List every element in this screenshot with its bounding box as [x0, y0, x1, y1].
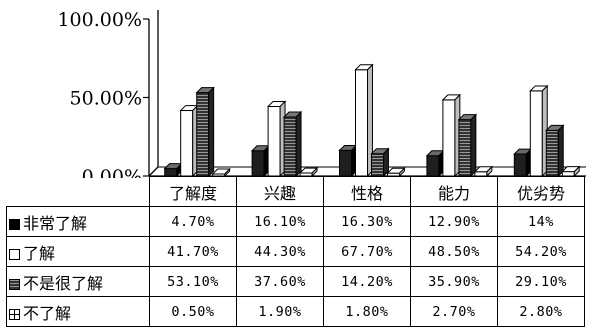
bar: [164, 168, 178, 177]
bar: [442, 99, 456, 177]
series-legend-cell: 不了解: [6, 296, 150, 327]
series-legend-cell: 非常了解: [6, 206, 150, 237]
bar-side: [311, 166, 318, 178]
data-label: 44.30%: [236, 236, 324, 267]
data-table: 了解度 兴趣 性格 能力 优劣势 非常了解 4.70% 16.10% 16.30…: [6, 176, 585, 327]
bar: [283, 116, 297, 177]
bar-side: [470, 113, 477, 178]
y-axis-line: [148, 10, 159, 177]
legend-swatch-icon: [9, 278, 20, 290]
data-label: 35.90%: [410, 266, 498, 297]
category-label: 兴趣: [236, 176, 324, 207]
bar: [426, 155, 440, 177]
data-label: 2.70%: [410, 296, 498, 327]
data-label: 48.50%: [410, 236, 498, 267]
bar: [458, 119, 472, 177]
data-label: 1.90%: [236, 296, 324, 327]
bar: [545, 129, 559, 177]
bar-side: [383, 147, 389, 178]
category-label: 能力: [410, 176, 498, 207]
data-label: 53.10%: [149, 266, 237, 297]
series-row: 非常了解 4.70% 16.10% 16.30% 12.90% 14%: [6, 206, 585, 237]
category-label: 了解度: [149, 176, 237, 207]
data-label: 4.70%: [149, 206, 237, 237]
bar: [355, 69, 368, 177]
series-name: 了解: [23, 243, 56, 263]
bar-side: [573, 165, 580, 178]
series-name: 非常了解: [23, 213, 88, 233]
bar-side: [486, 165, 493, 178]
data-label: 41.70%: [149, 236, 237, 267]
series-row: 了解 41.70% 44.30% 67.70% 48.50% 54.20%: [6, 236, 585, 267]
bar-side: [295, 110, 302, 178]
bar: [513, 153, 527, 177]
data-label: 2.80%: [497, 296, 585, 327]
table-corner: [7, 177, 150, 207]
data-label: 12.90%: [410, 206, 498, 237]
bar: [196, 92, 210, 177]
bar: [371, 153, 384, 177]
bar-side: [224, 167, 231, 178]
bar-side: [399, 167, 405, 178]
data-label: 67.70%: [323, 236, 411, 267]
data-label: 14%: [497, 206, 585, 237]
data-label: 54.20%: [497, 236, 585, 267]
category-row: 了解度 兴趣 性格 能力 优劣势: [7, 176, 585, 207]
legend-swatch-icon: [9, 308, 20, 320]
bar-chart: 0.00% 50.00% 100.00%: [57, 9, 586, 178]
legend-swatch-icon: [9, 248, 20, 260]
bar-side: [557, 124, 564, 178]
category-label: 优劣势: [497, 176, 585, 207]
data-label: 1.80%: [323, 296, 411, 327]
bar: [339, 149, 352, 177]
data-label: 0.50%: [149, 296, 237, 327]
series-legend-cell: 不是很了解: [6, 266, 150, 297]
series-row: 不了解 0.50% 1.90% 1.80% 2.70% 2.80%: [6, 296, 585, 327]
data-label: 37.60%: [236, 266, 324, 297]
y-tick-label: 0.00%: [82, 166, 142, 178]
bar: [180, 110, 194, 177]
y-tick-label: 50.00%: [70, 88, 142, 110]
y-tick-label: 100.00%: [57, 9, 142, 31]
bar: [251, 150, 265, 177]
series-name: 不了解: [23, 303, 72, 323]
legend-swatch-icon: [9, 218, 20, 230]
bar-side: [208, 86, 215, 178]
series-name: 不是很了解: [23, 273, 104, 293]
data-label: 14.20%: [323, 266, 411, 297]
series-legend-cell: 了解: [6, 236, 150, 267]
series-row: 不是很了解 53.10% 37.60% 14.20% 35.90% 29.10%: [6, 266, 585, 297]
data-label: 16.10%: [236, 206, 324, 237]
category-label: 性格: [323, 176, 411, 207]
data-label: 16.30%: [323, 206, 411, 237]
bar: [267, 105, 281, 177]
bar: [529, 90, 543, 177]
data-label: 29.10%: [497, 266, 585, 297]
